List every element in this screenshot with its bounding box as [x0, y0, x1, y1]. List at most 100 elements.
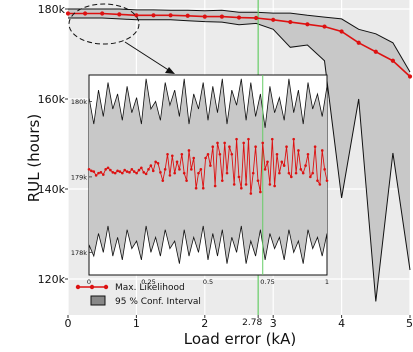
inset-ml-point — [287, 171, 291, 175]
inset-ml-point — [299, 168, 303, 171]
inset-ml-point — [323, 168, 326, 171]
inset-ml-point — [237, 175, 241, 179]
y-tick-label: 160k — [38, 93, 66, 106]
y-tick-label: 140k — [38, 183, 66, 196]
inset-ml-point — [180, 152, 184, 156]
inset-ml-point — [168, 174, 172, 177]
inset-ml-point — [225, 171, 229, 175]
inset-ml-point — [132, 170, 136, 173]
inset-ml-point — [275, 152, 279, 156]
inset-ml-point — [135, 171, 138, 175]
inset-ml-point — [137, 168, 141, 172]
inset-ml-point — [125, 170, 129, 173]
inset-ml-point — [194, 186, 198, 190]
inset-ml-point — [113, 171, 117, 175]
inset-ml-point — [149, 164, 153, 167]
inset-ml-point — [161, 179, 165, 182]
inset-ml-point — [270, 137, 274, 141]
inset-ml-point — [106, 166, 110, 170]
zoom-region-ellipse — [68, 3, 140, 45]
x-tick-label: 2.78 — [242, 318, 262, 328]
inset-ml-point — [273, 184, 276, 188]
inset-ml-point — [156, 162, 160, 165]
ml-point — [322, 24, 327, 29]
inset-ml-point — [318, 183, 322, 186]
inset-ml-point — [320, 149, 324, 152]
inset-ml-point — [220, 179, 224, 182]
inset-ml-point — [240, 186, 243, 190]
inset-ml-point — [223, 141, 226, 145]
inset-x-tick-label: 0.25 — [141, 278, 155, 286]
ml-point — [134, 13, 139, 18]
ml-point — [254, 15, 259, 21]
inset-ml-point — [182, 171, 186, 175]
inset-ml-point — [254, 145, 257, 148]
inset-ml-point — [99, 171, 103, 174]
inset-ml-point — [166, 152, 169, 156]
x-axis-label: Load error (kA) — [184, 330, 297, 348]
legend-band-label: 95 % Conf. Interval — [115, 297, 201, 307]
ml-point — [407, 74, 413, 79]
legend: Max. Likelihood 95 % Conf. Interval — [75, 283, 201, 307]
inset-ml-point — [294, 171, 298, 175]
inset-x-tick-label: 0.5 — [203, 278, 213, 286]
x-tick-label: 0 — [65, 317, 72, 330]
inset-ml-point — [94, 174, 98, 177]
inset-ml-point — [175, 160, 179, 164]
inset-ml-point — [159, 171, 162, 174]
inset-ml-point — [121, 171, 124, 175]
inset-ml-point — [304, 164, 307, 167]
inset-ml-point — [128, 171, 131, 174]
ml-point — [185, 13, 190, 18]
inset-ml-point — [118, 170, 122, 173]
inset-ml-point — [259, 190, 262, 194]
inset-ml-point — [130, 168, 134, 171]
inset-ml-point — [154, 160, 157, 164]
inset-ml-point — [313, 145, 317, 148]
ml-point — [373, 49, 378, 54]
inset-ml-point — [209, 164, 212, 167]
inset-ml-point — [244, 183, 248, 186]
inset-ml-point — [235, 137, 238, 141]
inset-ml-point — [285, 145, 288, 148]
inset-ml-point — [163, 168, 167, 171]
inset-ml-point — [104, 168, 107, 171]
ml-point — [390, 58, 395, 63]
inset-ml-point — [232, 183, 236, 186]
inset-confidence-band — [89, 78, 327, 264]
inset-ml-point — [87, 168, 91, 171]
ml-point — [65, 11, 71, 16]
inset-ml-point — [256, 179, 260, 182]
ml-point — [151, 13, 156, 18]
inset-lower-bound-line — [88, 225, 328, 264]
ml-point — [83, 11, 88, 16]
x-tick-label: 4 — [338, 317, 345, 330]
inset-ml-point — [306, 152, 310, 156]
y-axis-label: RUL (hours) — [25, 114, 43, 202]
inset-ml-point — [280, 160, 284, 164]
inset-ml-point — [109, 168, 112, 172]
inset-ml-point — [151, 169, 155, 173]
main-tick-labels: 120k 140k 160k 180k 0 1 2 2.78 3 4 5 — [38, 3, 413, 330]
inset-x-tick-label: 0 — [87, 278, 91, 286]
inset-ml-point — [147, 168, 150, 171]
inset-ml-point — [123, 168, 126, 172]
inset-ml-point — [268, 183, 272, 186]
inset-ml-point — [230, 152, 234, 156]
inset-ml-point — [297, 149, 300, 152]
zoom-arrow — [124, 41, 171, 72]
ml-point — [219, 14, 224, 19]
inset-ml-point — [249, 192, 253, 195]
x-tick-label: 1 — [133, 317, 140, 330]
y-tick-label: 180k — [38, 3, 66, 16]
inset-ml-point — [211, 145, 215, 148]
inset-max-likelihood-points — [87, 137, 329, 195]
inset-ml-point — [278, 171, 281, 175]
inset-ml-point — [192, 156, 196, 160]
ml-point — [236, 15, 242, 20]
inset-ml-point — [92, 170, 96, 173]
inset-x-tick-label: 1 — [325, 278, 329, 286]
inset-ml-point — [204, 156, 207, 160]
ml-point — [117, 12, 122, 17]
